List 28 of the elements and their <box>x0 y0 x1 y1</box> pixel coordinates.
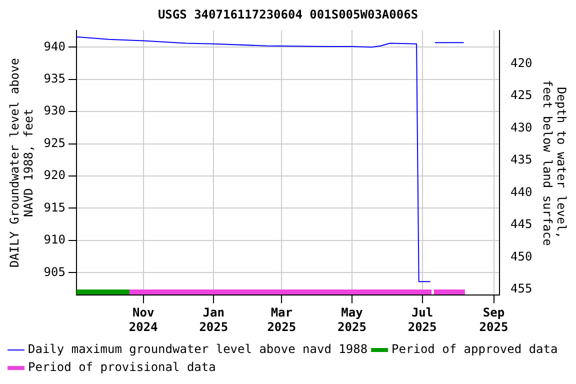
y-tick-label: 905 <box>44 264 66 279</box>
y2-tick-label: 445 <box>510 217 532 232</box>
y2-tick-label: 435 <box>510 152 532 167</box>
y2-tick-label: 425 <box>510 88 532 102</box>
x-tick-label: Mar 2025 <box>267 306 296 334</box>
y-tick-label: 910 <box>44 232 66 247</box>
x-tick-label: Sep 2025 <box>479 306 508 334</box>
y2-tick-label: 420 <box>510 56 532 70</box>
y-tick-label: 930 <box>44 104 66 118</box>
y-tick-label: 920 <box>44 168 66 182</box>
legend-label: Period of provisional data <box>28 360 216 374</box>
y2-tick-label: 455 <box>510 282 532 296</box>
y-tick-label: 915 <box>44 200 66 214</box>
y2-tick-label: 430 <box>510 120 532 134</box>
legend-label: Period of approved data <box>392 342 558 356</box>
y-tick-label: 935 <box>44 71 66 86</box>
x-tick-label: May 2025 <box>338 306 366 334</box>
y2-axis-title: Depth to water level, feet below land surface <box>540 80 569 246</box>
y2-tick-label: 450 <box>510 249 532 264</box>
y2-tick-label: 440 <box>510 184 532 199</box>
y-axis-title: DAILY Groundwater level above NAVD 1988, feet <box>7 58 36 268</box>
x-tick-label: Jul 2025 <box>408 306 437 334</box>
y-tick-label: 940 <box>44 39 66 54</box>
y-tick-label: 925 <box>44 136 66 150</box>
legend-label: Daily maximum groundwater level above navd 1988 <box>28 342 368 356</box>
x-tick-label: Jan 2025 <box>199 306 228 334</box>
x-tick-label: Nov 2024 <box>128 306 158 334</box>
chart-title: USGS 340716117230604 001S005W03A006S <box>158 7 418 22</box>
